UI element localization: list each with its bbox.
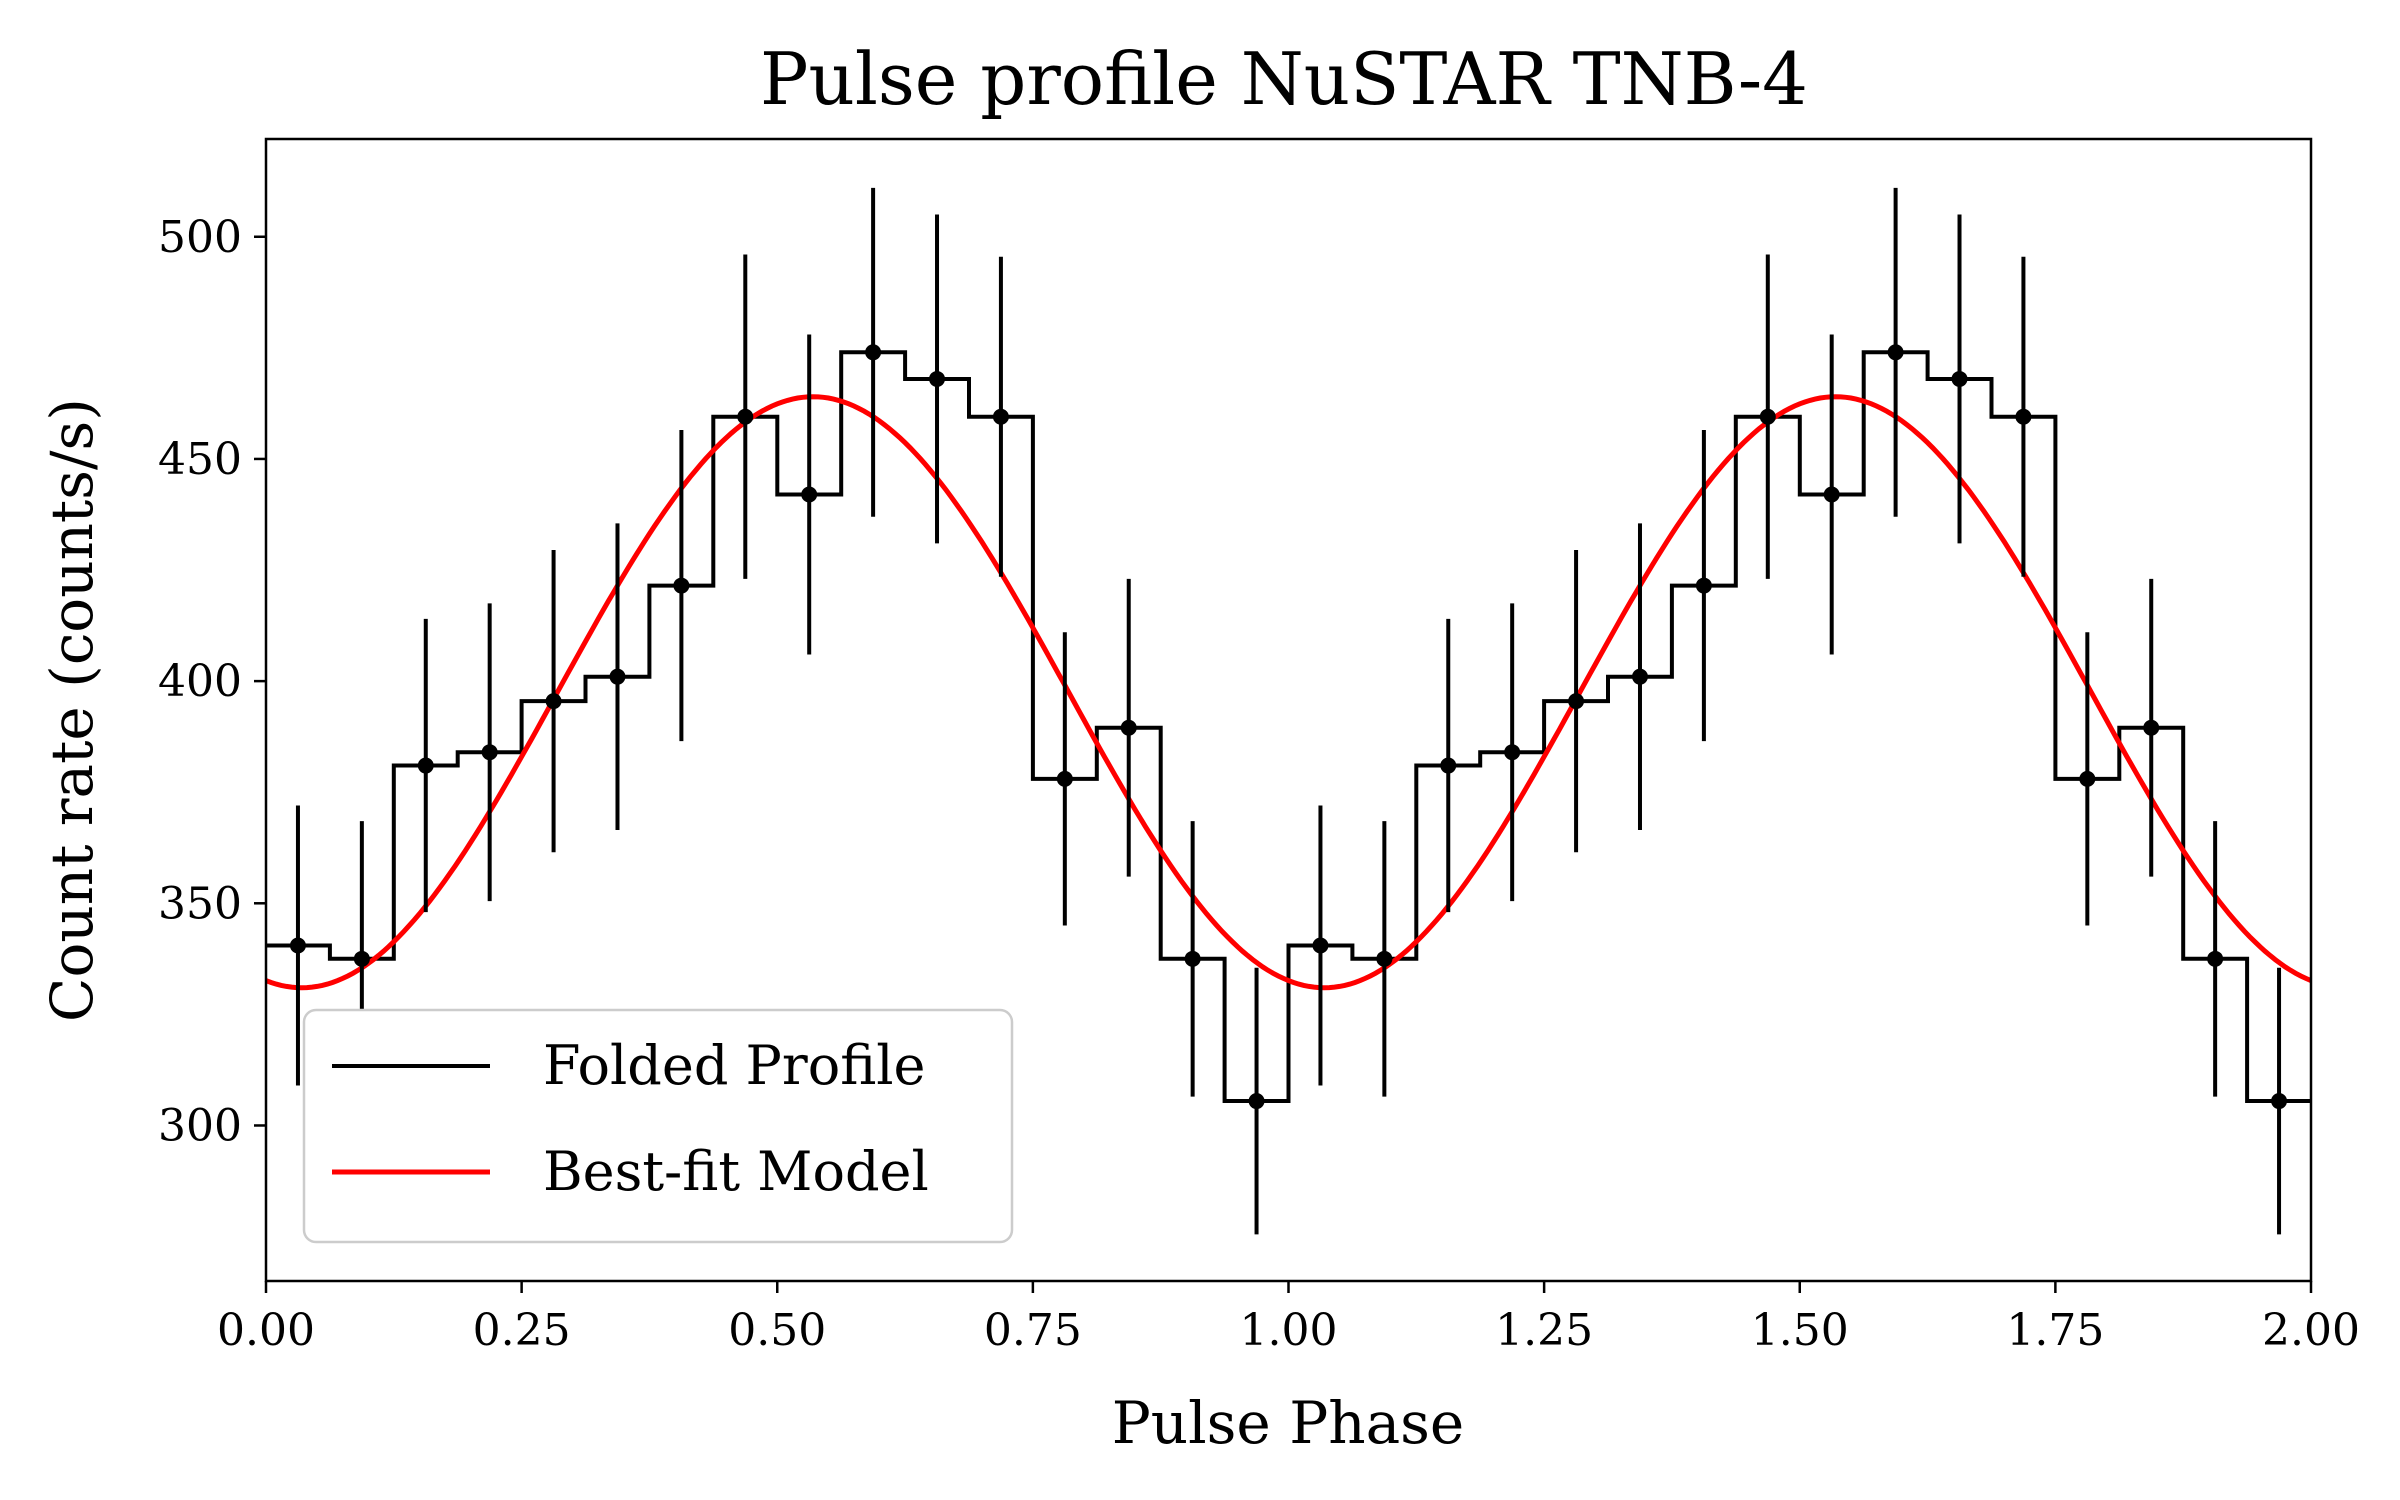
data-point	[1823, 486, 1840, 503]
x-tick-label: 0.50	[728, 1305, 826, 1356]
data-point	[1184, 950, 1201, 967]
y-axis-ticks: 300 350 400 450 500	[158, 212, 266, 1151]
data-point	[1759, 408, 1776, 425]
x-tick-label: 0.75	[984, 1305, 1082, 1356]
x-tick-label: 1.25	[1495, 1305, 1593, 1356]
data-point	[1056, 770, 1073, 787]
data-point	[2015, 408, 2032, 425]
y-tick-label: 400	[158, 656, 242, 707]
plot-area	[266, 187, 2311, 1235]
x-tick-label: 1.75	[2006, 1305, 2104, 1356]
data-point	[609, 668, 626, 685]
data-point	[2143, 719, 2160, 736]
data-point	[289, 937, 306, 954]
data-point	[1568, 693, 1585, 710]
data-point	[801, 486, 818, 503]
data-point	[1695, 577, 1712, 594]
data-point	[1951, 370, 1968, 387]
data-point	[2271, 1093, 2288, 1110]
data-point	[481, 744, 498, 761]
legend-best-fit-model-label: Best-fit Model	[543, 1140, 929, 1203]
data-point	[2207, 950, 2224, 967]
x-tick-label: 1.00	[1240, 1305, 1338, 1356]
data-point	[1631, 668, 1648, 685]
data-point	[1312, 937, 1329, 954]
y-tick-label: 350	[158, 878, 242, 929]
x-axis-label: Pulse Phase	[1112, 1389, 1465, 1457]
data-point	[865, 344, 882, 361]
data-point	[417, 757, 434, 774]
chart-title: Pulse profile NuSTAR TNB-4	[760, 37, 1808, 121]
data-point	[673, 577, 690, 594]
legend-folded-profile-label: Folded Profile	[543, 1034, 925, 1097]
y-tick-label: 300	[158, 1100, 242, 1151]
data-point	[992, 408, 1009, 425]
x-tick-label: 1.50	[1751, 1305, 1849, 1356]
x-axis-ticks: 0.00 0.25 0.50 0.75 1.00 1.25 1.50 1.75 2.00	[217, 1281, 2360, 1356]
y-axis-label: Count rate (counts/s)	[38, 398, 106, 1022]
data-point	[1887, 344, 1904, 361]
data-point	[929, 370, 946, 387]
data-point	[1504, 744, 1521, 761]
best-fit-model-line	[266, 394, 2311, 991]
x-tick-label: 0.00	[217, 1305, 315, 1356]
data-point	[1120, 719, 1137, 736]
data-point	[545, 693, 562, 710]
x-tick-label: 2.00	[2262, 1305, 2360, 1356]
x-tick-label: 0.25	[473, 1305, 571, 1356]
legend: Folded Profile Best-fit Model	[302, 1008, 1014, 1244]
data-point	[737, 408, 754, 425]
data-point	[2079, 770, 2096, 787]
data-point	[1440, 757, 1457, 774]
y-tick-label: 450	[158, 434, 242, 485]
y-tick-label: 500	[158, 212, 242, 263]
data-point	[1376, 950, 1393, 967]
data-point	[353, 950, 370, 967]
data-point	[1248, 1093, 1265, 1110]
